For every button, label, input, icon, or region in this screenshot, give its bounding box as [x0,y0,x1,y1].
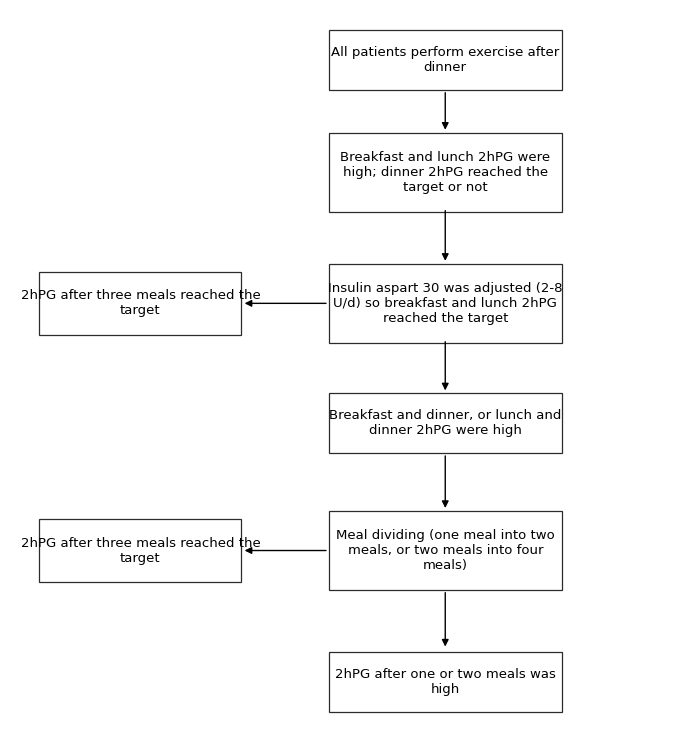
Text: Breakfast and dinner, or lunch and
dinner 2hPG were high: Breakfast and dinner, or lunch and dinne… [329,409,562,437]
FancyBboxPatch shape [39,272,241,336]
Text: All patients perform exercise after
dinner: All patients perform exercise after dinn… [331,46,560,74]
Text: 2hPG after three meals reached the
target: 2hPG after three meals reached the targe… [21,289,260,318]
FancyBboxPatch shape [329,264,562,343]
Text: 2hPG after three meals reached the
target: 2hPG after three meals reached the targe… [21,536,260,565]
Text: Breakfast and lunch 2hPG were
high; dinner 2hPG reached the
target or not: Breakfast and lunch 2hPG were high; dinn… [340,151,550,194]
FancyBboxPatch shape [329,652,562,712]
FancyBboxPatch shape [39,518,241,583]
FancyBboxPatch shape [329,133,562,211]
FancyBboxPatch shape [329,511,562,590]
Text: Insulin aspart 30 was adjusted (2-8
U/d) so breakfast and lunch 2hPG
reached the: Insulin aspart 30 was adjusted (2-8 U/d)… [328,282,562,325]
FancyBboxPatch shape [329,393,562,453]
Text: 2hPG after one or two meals was
high: 2hPG after one or two meals was high [335,667,556,696]
FancyBboxPatch shape [329,30,562,90]
Text: Meal dividing (one meal into two
meals, or two meals into four
meals): Meal dividing (one meal into two meals, … [336,529,555,572]
